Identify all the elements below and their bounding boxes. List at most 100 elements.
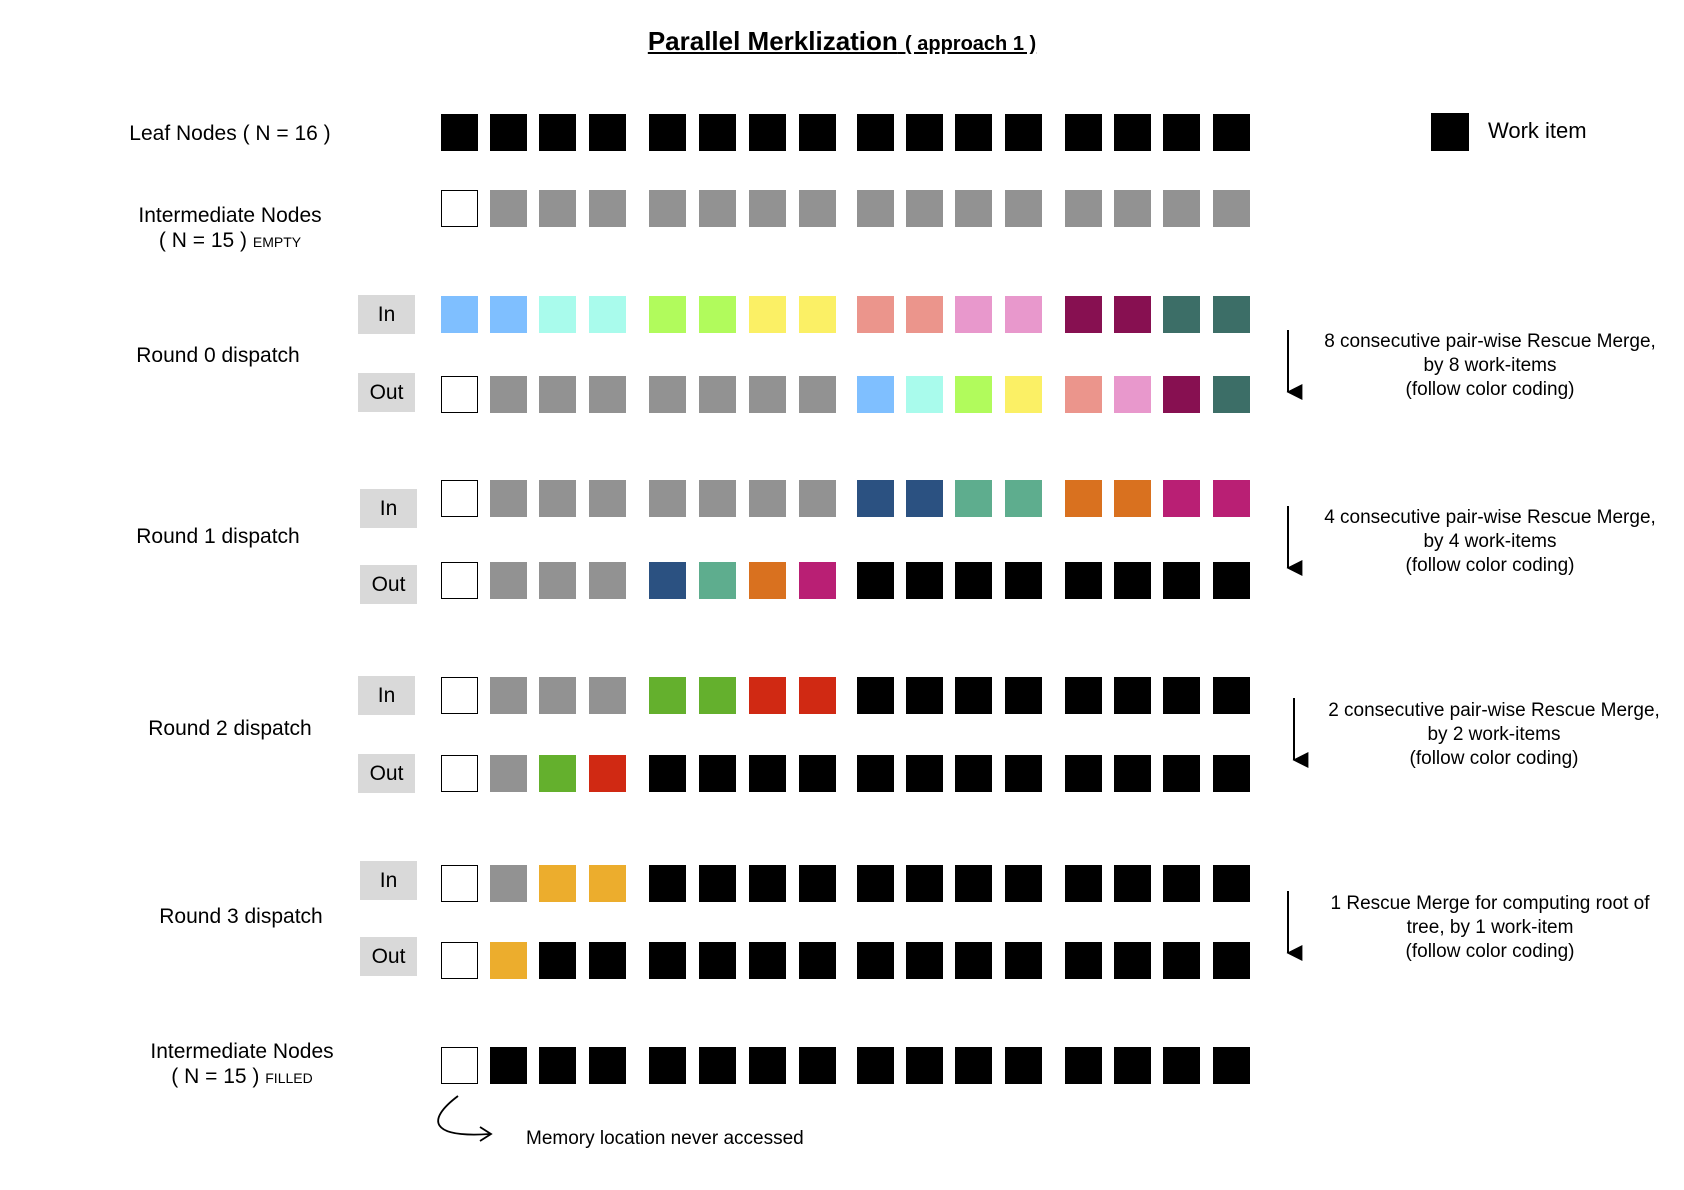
intermediate-filled-row-cell-9 [906, 1047, 943, 1084]
legend-work-item-label: Work item [1488, 118, 1587, 143]
round0-in-row-cell-8 [857, 296, 894, 333]
round3-out-row-cell-1 [490, 942, 527, 979]
round1-out-row-cell-7 [799, 562, 836, 599]
round3-out-row-cell-10 [955, 942, 992, 979]
round1-out-row-cell-1 [490, 562, 527, 599]
round2-in-row-cell-0 [441, 677, 478, 714]
round2-in-row-cell-6 [749, 677, 786, 714]
round1-in-row-cell-1 [490, 480, 527, 517]
leaf-nodes-row-cell-3 [589, 114, 626, 151]
round2-out-row-cell-0 [441, 755, 478, 792]
round3-in-row-cell-12 [1065, 865, 1102, 902]
diagram-title: Parallel Merklization ( approach 1 ) [0, 26, 1684, 57]
round1-out-row-cell-9 [906, 562, 943, 599]
round3-out-row-cell-7 [799, 942, 836, 979]
leaf-nodes-row-cell-8 [857, 114, 894, 151]
leaf-nodes-row-cell-11 [1005, 114, 1042, 151]
intermediate-empty-row-cell-7 [799, 190, 836, 227]
round3-out-row-cell-5 [699, 942, 736, 979]
intermediate-empty-row-cell-14 [1163, 190, 1200, 227]
round1-in-tag: In [360, 489, 417, 528]
title-main: Parallel Merklization [647, 26, 898, 56]
round2-in-row-cell-13 [1114, 677, 1151, 714]
round0-in-row-cell-11 [1005, 296, 1042, 333]
round0-in-row-cell-7 [799, 296, 836, 333]
intermediate-empty-label: Intermediate Nodes ( N = 15 ) EMPTY [100, 203, 360, 255]
round3-in-row-cell-0 [441, 865, 478, 902]
round2-in-row-cell-12 [1065, 677, 1102, 714]
round2-out-row-cell-5 [699, 755, 736, 792]
round2-in-row-cell-15 [1213, 677, 1250, 714]
round3-out-row-cell-6 [749, 942, 786, 979]
round0-in-row-cell-0 [441, 296, 478, 333]
round2-in-row-cell-11 [1005, 677, 1042, 714]
intermediate-empty-row-cell-9 [906, 190, 943, 227]
round2-out-row-cell-3 [589, 755, 626, 792]
round0-in-row-cell-14 [1163, 296, 1200, 333]
round1-out-row-cell-11 [1005, 562, 1042, 599]
leaf-nodes-label: Leaf Nodes ( N = 16 ) [110, 121, 350, 146]
round2-in-row-cell-8 [857, 677, 894, 714]
leaf-nodes-label-count: ( N = 16 ) [242, 122, 331, 145]
round3-in-row-cell-4 [649, 865, 686, 902]
round3-in-row-cell-13 [1114, 865, 1151, 902]
round2-out-row-cell-14 [1163, 755, 1200, 792]
round2-in-row-cell-2 [539, 677, 576, 714]
intermediate-empty-row-cell-13 [1114, 190, 1151, 227]
intermediate-empty-label-line2: ( N = 15 ) EMPTY [100, 228, 360, 255]
round2-out-row-cell-6 [749, 755, 786, 792]
round1-out-tag: Out [360, 565, 417, 604]
round0-out-row-cell-14 [1163, 376, 1200, 413]
intermediate-empty-row-cell-4 [649, 190, 686, 227]
round3-description-line2: tree, by 1 work-item [1406, 917, 1574, 938]
round3-in-row-cell-2 [539, 865, 576, 902]
round1-in-row-cell-11 [1005, 480, 1042, 517]
curved-arrow-icon [437, 1095, 491, 1136]
intermediate-filled-row-cell-15 [1213, 1047, 1250, 1084]
round3-in-row-cell-6 [749, 865, 786, 902]
round3-out-row-cell-13 [1114, 942, 1151, 979]
round0-in-row-cell-6 [749, 296, 786, 333]
round2-out-row-cell-9 [906, 755, 943, 792]
round0-in-row-cell-13 [1114, 296, 1151, 333]
round3-in-row-cell-1 [490, 865, 527, 902]
intermediate-filled-row-cell-12 [1065, 1047, 1102, 1084]
round3-in-tag: In [360, 861, 417, 900]
round1-out-row-cell-2 [539, 562, 576, 599]
round3-in-row-cell-5 [699, 865, 736, 902]
round2-in-row-cell-5 [699, 677, 736, 714]
legend-work-item-swatch [1431, 113, 1469, 151]
leaf-nodes-row-cell-4 [649, 114, 686, 151]
round0-in-row-cell-10 [955, 296, 992, 333]
round2-description: 2 consecutive pair-wise Rescue Merge, by… [1305, 699, 1683, 771]
intermediate-filled-tag: FILLED [265, 1070, 313, 1086]
round0-out-row-cell-6 [749, 376, 786, 413]
round1-description-line1: 4 consecutive pair-wise Rescue Merge, [1324, 507, 1656, 528]
intermediate-filled-label: Intermediate Nodes ( N = 15 ) FILLED [112, 1039, 372, 1091]
intermediate-filled-row-cell-2 [539, 1047, 576, 1084]
round2-in-row-cell-7 [799, 677, 836, 714]
round2-in-row-cell-14 [1163, 677, 1200, 714]
round1-label: Round 1 dispatch [136, 525, 300, 548]
round1-in-row-cell-10 [955, 480, 992, 517]
title-sub: ( approach 1 ) [905, 33, 1037, 55]
round0-in-row-cell-9 [906, 296, 943, 333]
round0-out-row-cell-13 [1114, 376, 1151, 413]
round0-out-row-cell-3 [589, 376, 626, 413]
round2-out-row-cell-8 [857, 755, 894, 792]
round0-out-row-cell-1 [490, 376, 527, 413]
round0-out-row-cell-15 [1213, 376, 1250, 413]
leaf-nodes-row-cell-6 [749, 114, 786, 151]
leaf-nodes-row-cell-1 [490, 114, 527, 151]
round0-out-row-cell-8 [857, 376, 894, 413]
intermediate-filled-row-cell-8 [857, 1047, 894, 1084]
round1-in-row-cell-4 [649, 480, 686, 517]
round0-description-line2: by 8 work-items [1423, 355, 1557, 376]
intermediate-empty-tag: EMPTY [252, 234, 302, 250]
intermediate-empty-row-cell-15 [1213, 190, 1250, 227]
round1-out-row-cell-5 [699, 562, 736, 599]
round3-in-row-cell-9 [906, 865, 943, 902]
round2-out-row-cell-10 [955, 755, 992, 792]
